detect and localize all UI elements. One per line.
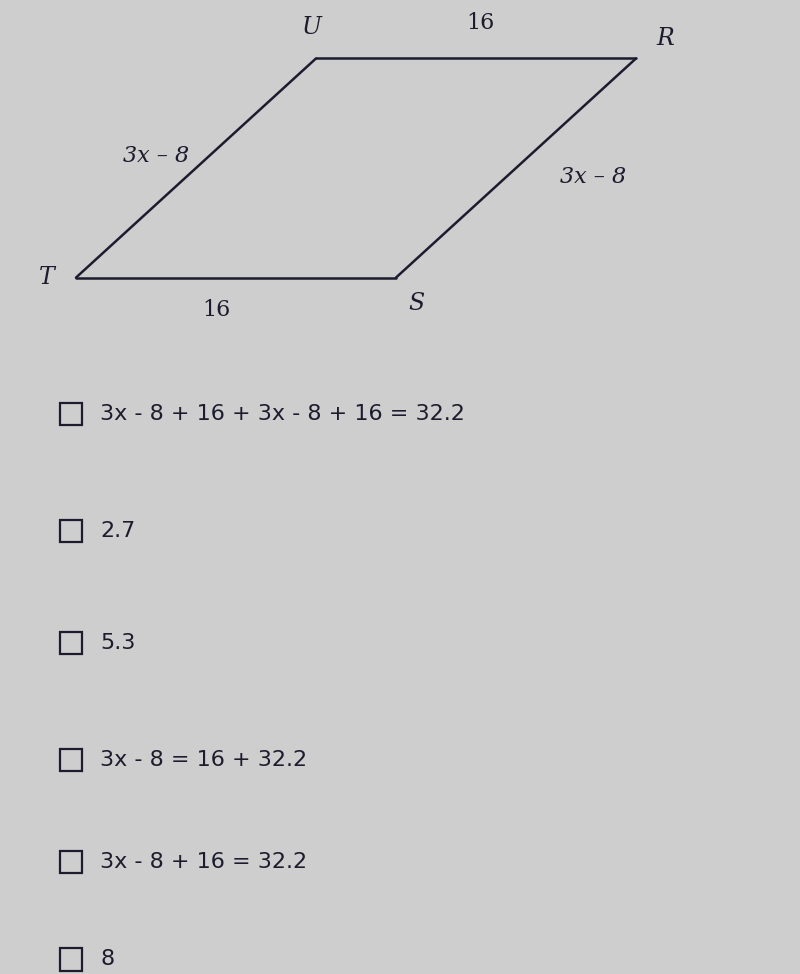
Text: 3x - 8 + 16 = 32.2: 3x - 8 + 16 = 32.2: [100, 852, 307, 872]
Text: 16: 16: [466, 12, 494, 34]
Bar: [60, 949, 82, 970]
Text: 2.7: 2.7: [100, 521, 135, 541]
Bar: [60, 403, 82, 425]
Text: 3x – 8: 3x – 8: [123, 145, 189, 167]
Text: S: S: [408, 292, 424, 316]
Text: 5.3: 5.3: [100, 633, 135, 653]
Text: U: U: [302, 16, 322, 39]
Text: T: T: [38, 266, 54, 289]
Bar: [60, 749, 82, 770]
Text: 16: 16: [202, 299, 230, 321]
Bar: [60, 632, 82, 654]
Text: 3x - 8 + 16 + 3x - 8 + 16 = 32.2: 3x - 8 + 16 + 3x - 8 + 16 = 32.2: [100, 404, 465, 424]
Bar: [60, 851, 82, 873]
Text: 3x – 8: 3x – 8: [560, 167, 626, 188]
Text: 3x - 8 = 16 + 32.2: 3x - 8 = 16 + 32.2: [100, 750, 307, 769]
Text: R: R: [656, 27, 674, 51]
Text: 8: 8: [100, 950, 114, 969]
Bar: [60, 520, 82, 542]
